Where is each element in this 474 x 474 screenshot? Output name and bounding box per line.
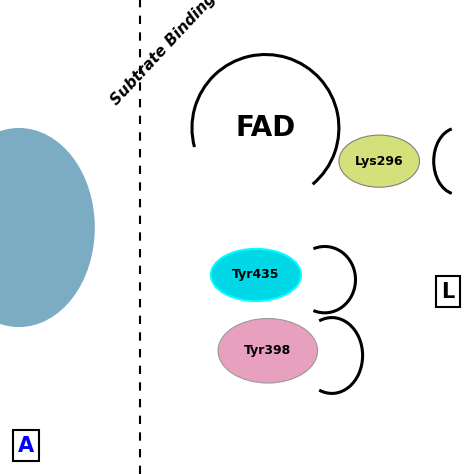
Text: A: A [18,436,34,456]
Ellipse shape [0,128,95,327]
Ellipse shape [218,319,318,383]
Text: Tyr435: Tyr435 [232,268,280,282]
Text: L: L [441,282,455,301]
Text: Lys296: Lys296 [355,155,403,168]
Ellipse shape [339,135,419,187]
Text: Subtrate Binding: Subtrate Binding [108,0,219,109]
Text: Tyr398: Tyr398 [244,344,292,357]
Ellipse shape [211,249,301,301]
Text: FAD: FAD [235,114,296,142]
